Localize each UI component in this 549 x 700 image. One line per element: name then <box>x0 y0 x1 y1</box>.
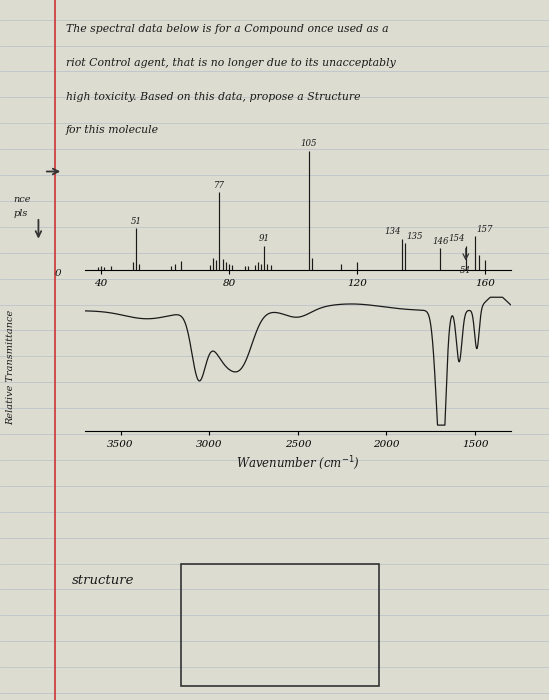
Bar <box>181 564 379 686</box>
Text: The spectral data below is for a Compound once used as a: The spectral data below is for a Compoun… <box>66 25 389 34</box>
Text: structure: structure <box>71 575 134 587</box>
Text: 134: 134 <box>384 228 400 237</box>
Text: nce: nce <box>14 195 31 204</box>
Text: 91: 91 <box>259 234 270 244</box>
Text: 146: 146 <box>432 237 449 246</box>
Text: 51: 51 <box>131 216 142 225</box>
Text: 54: 54 <box>460 266 471 275</box>
Text: 77: 77 <box>214 181 225 190</box>
X-axis label: Wavenumber (cm$^{-1}$): Wavenumber (cm$^{-1}$) <box>236 454 360 472</box>
Text: 0: 0 <box>54 269 61 277</box>
Text: for this molecule: for this molecule <box>66 125 159 135</box>
Text: 157: 157 <box>477 225 493 234</box>
Text: riot Control agent, that is no longer due to its unacceptably: riot Control agent, that is no longer du… <box>66 58 396 68</box>
Text: Relative Transmittance: Relative Transmittance <box>7 310 15 425</box>
Text: pls: pls <box>14 209 28 218</box>
Text: 135: 135 <box>406 232 423 241</box>
Text: high toxicity. Based on this data, propose a Structure: high toxicity. Based on this data, propo… <box>66 92 360 102</box>
Text: 154: 154 <box>448 234 464 244</box>
Text: 105: 105 <box>301 139 317 148</box>
